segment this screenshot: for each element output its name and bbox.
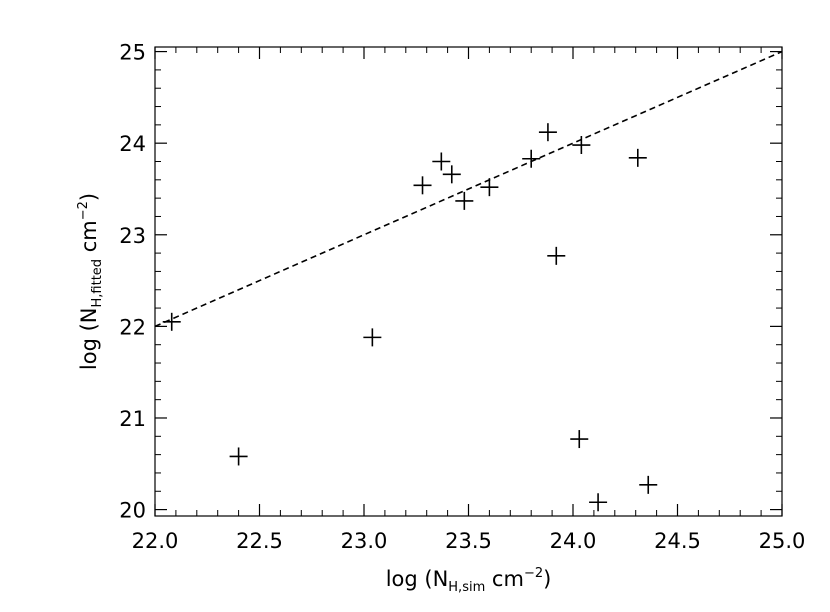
plot-frame <box>154 46 783 517</box>
reference-line-group <box>154 50 783 328</box>
data-point <box>547 246 566 265</box>
y-label-unit: cm <box>77 220 101 259</box>
reference-line <box>154 50 783 328</box>
data-point <box>480 178 499 197</box>
data-point <box>363 328 382 347</box>
x-tick-label: 23.0 <box>341 529 388 553</box>
data-point <box>589 493 608 512</box>
x-tick-label: 22.5 <box>236 529 283 553</box>
y-tick-label: 24 <box>119 132 146 156</box>
data-point <box>639 475 658 494</box>
x-label-superscript: −2 <box>524 566 543 581</box>
x-label-suffix: ) <box>543 567 551 591</box>
data-point <box>432 152 451 171</box>
x-tick-labels: 22.0 22.5 23.0 23.5 24.0 24.5 25.0 <box>132 529 806 553</box>
plot-frame-rect <box>154 46 783 517</box>
x-tick-label: 22.0 <box>132 529 179 553</box>
x-tick-label: 24.5 <box>654 529 701 553</box>
y-tick-label: 21 <box>119 407 146 431</box>
data-point <box>455 191 474 210</box>
data-point <box>572 136 591 155</box>
data-point <box>413 176 432 195</box>
data-point <box>538 123 557 142</box>
y-axis-label: log (NH,fitted cm−2) <box>76 193 105 370</box>
x-tick-label: 25.0 <box>759 529 806 553</box>
x-label-unit: cm <box>485 567 524 591</box>
data-point <box>522 149 541 168</box>
y-label-subscript: H,fitted <box>90 259 105 308</box>
y-label-prefix: log (N <box>77 308 101 371</box>
axis-ticks <box>154 47 783 516</box>
x-label-prefix: log (N <box>386 567 449 591</box>
data-point <box>162 312 181 331</box>
data-point <box>628 148 647 167</box>
y-label-superscript: −2 <box>76 201 91 220</box>
y-tick-label: 22 <box>119 315 146 339</box>
y-tick-label: 25 <box>119 41 146 65</box>
y-tick-label: 20 <box>119 499 146 523</box>
data-point <box>229 447 248 466</box>
data-points <box>162 123 658 512</box>
y-tick-labels: 20 21 22 23 24 25 <box>119 41 146 523</box>
data-point <box>442 165 461 184</box>
data-point <box>570 430 589 449</box>
x-label-subscript: H,sim <box>448 580 485 595</box>
x-tick-label: 24.0 <box>550 529 597 553</box>
y-label-suffix: ) <box>77 193 101 201</box>
x-tick-label: 23.5 <box>445 529 492 553</box>
y-tick-label: 23 <box>119 224 146 248</box>
x-axis-label: log (NH,sim cm−2) <box>386 566 552 595</box>
